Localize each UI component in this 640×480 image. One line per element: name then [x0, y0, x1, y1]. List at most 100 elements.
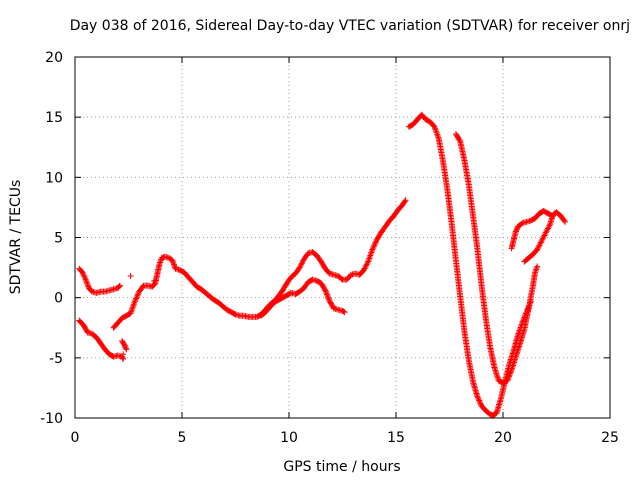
- data-point-marker: [537, 240, 544, 247]
- data-point-marker: [544, 225, 551, 232]
- x-tick-label: 10: [280, 430, 298, 446]
- data-point-marker: [371, 241, 378, 248]
- data-point-marker: [81, 273, 88, 280]
- data-point-marker: [323, 290, 330, 297]
- data-point-marker: [373, 238, 380, 245]
- data-point-marker: [123, 346, 130, 353]
- x-tick-label: 0: [71, 430, 80, 446]
- data-point-marker: [120, 351, 127, 358]
- data-point-marker: [297, 263, 304, 270]
- data-point-marker: [79, 269, 86, 276]
- data-point-marker: [524, 307, 531, 314]
- data-point-marker: [84, 282, 91, 289]
- data-point-marker: [298, 260, 305, 267]
- data-point-marker: [119, 354, 126, 361]
- x-tick-label: 15: [387, 430, 405, 446]
- data-point-marker: [360, 266, 367, 273]
- data-point-marker: [523, 310, 530, 317]
- y-tick-label: 10: [45, 170, 63, 186]
- y-tick-label: -10: [40, 411, 63, 427]
- data-point-marker: [524, 306, 531, 313]
- y-tick-label: 15: [45, 110, 63, 126]
- data-point-marker: [133, 294, 140, 301]
- data-point-marker: [533, 266, 540, 273]
- axis-ticks: 0 5 10 15 20 25 20 15 10 5 0 -5 -10: [40, 50, 619, 446]
- data-point-marker: [82, 276, 89, 283]
- data-point-marker: [477, 400, 484, 407]
- data-point-marker: [538, 238, 545, 245]
- data-point-marker: [474, 394, 481, 401]
- data-point-marker: [539, 235, 546, 242]
- data-point-marker: [122, 345, 129, 352]
- data-point-marker: [131, 298, 138, 305]
- data-point-marker: [116, 282, 123, 289]
- data-point-marker: [402, 197, 409, 204]
- data-point-marker: [476, 398, 483, 405]
- data-point-marker: [370, 243, 377, 250]
- data-point-marker: [456, 137, 463, 144]
- data-point-marker: [298, 261, 305, 268]
- data-point-marker: [83, 278, 90, 285]
- data-point-marker: [133, 295, 140, 302]
- data-point-marker: [542, 231, 549, 238]
- data-point-marker: [135, 290, 142, 297]
- data-point-marker: [525, 303, 532, 310]
- data-point-marker: [542, 229, 549, 236]
- data-point-marker: [534, 263, 541, 270]
- data-point-marker: [170, 260, 177, 267]
- data-point-marker: [134, 292, 141, 299]
- data-point-marker: [171, 262, 178, 269]
- data-point-marker: [322, 287, 329, 294]
- data-point-marker: [522, 311, 529, 318]
- data-point-marker: [151, 277, 158, 284]
- data-point-marker: [519, 318, 526, 325]
- chart-title: Day 038 of 2016, Sidereal Day-to-day VTE…: [69, 18, 630, 34]
- data-point-marker: [523, 309, 530, 316]
- data-point-marker: [361, 265, 368, 272]
- data-point-marker: [521, 314, 528, 321]
- data-point-marker: [527, 299, 534, 306]
- x-axis-label: GPS time / hours: [283, 459, 400, 475]
- data-point-marker: [536, 242, 543, 249]
- data-point-marker: [519, 319, 526, 326]
- data-point-marker: [369, 246, 376, 253]
- data-point-marker: [371, 242, 378, 249]
- data-point-marker: [169, 257, 176, 264]
- data-point-marker: [526, 300, 533, 307]
- data-point-marker: [127, 273, 134, 280]
- data-marks: [76, 111, 569, 419]
- x-tick-label: 20: [494, 430, 512, 446]
- data-point-marker: [363, 261, 370, 268]
- data-point-marker: [525, 305, 532, 312]
- data-point-marker: [321, 286, 328, 293]
- data-point-marker: [80, 270, 87, 277]
- data-point-marker: [474, 393, 481, 400]
- data-point-marker: [372, 239, 379, 246]
- data-point-marker: [527, 298, 534, 305]
- data-point-marker: [562, 218, 569, 225]
- data-point-marker: [169, 258, 176, 265]
- data-point-marker: [526, 302, 533, 309]
- data-point-marker: [323, 291, 330, 298]
- data-point-marker: [520, 317, 527, 324]
- data-point-marker: [363, 262, 370, 269]
- data-point-marker: [134, 291, 141, 298]
- data-point-marker: [475, 396, 482, 403]
- data-point-marker: [116, 283, 123, 290]
- data-point-marker: [299, 258, 306, 265]
- y-tick-label: 20: [45, 50, 63, 66]
- data-point-marker: [296, 264, 303, 271]
- data-point-marker: [520, 315, 527, 322]
- data-point-marker: [521, 313, 528, 320]
- grid: [75, 57, 610, 418]
- data-point-marker: [551, 210, 558, 217]
- data-point-marker: [534, 245, 541, 252]
- data-point-marker: [541, 232, 548, 239]
- y-axis-label: SDTVAR / TECUs: [8, 180, 24, 295]
- data-point-marker: [561, 217, 568, 224]
- data-point-marker: [543, 228, 550, 235]
- data-point-marker: [550, 211, 557, 218]
- x-tick-label: 5: [178, 430, 187, 446]
- data-point-marker: [537, 239, 544, 246]
